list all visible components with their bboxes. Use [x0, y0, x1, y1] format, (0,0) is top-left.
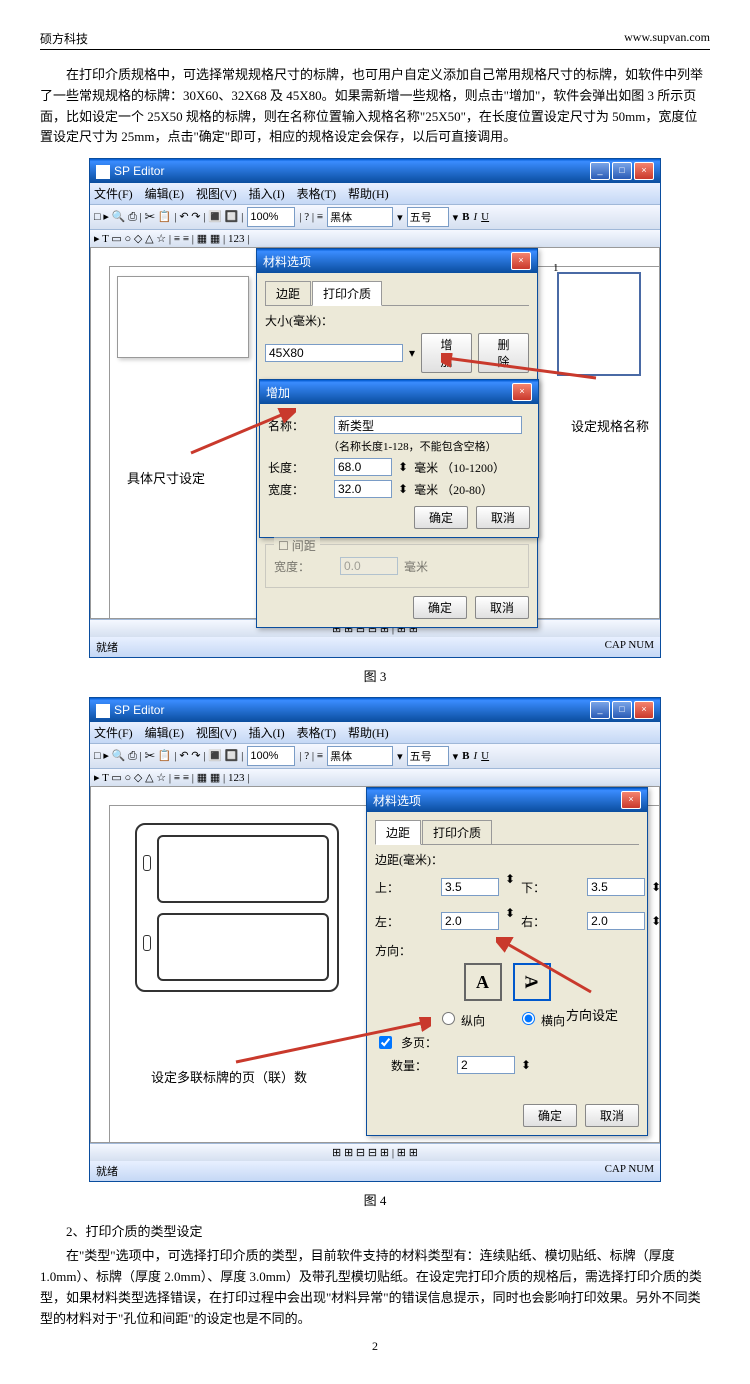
name-input[interactable] [334, 416, 522, 434]
toolbar-1: □ ▸ 🔍 ⎙ | ✂ 📋 | ↶ ↷ | 🔳 🔲 | | ? | ≡ ▾ ▾ … [90, 204, 660, 229]
fig4-caption: 图 4 [40, 1190, 710, 1209]
canvas-label [117, 276, 249, 358]
delete-button[interactable]: 删除 [478, 333, 529, 373]
margin-label: 边距(毫米)： [375, 851, 639, 868]
add-cancel-button[interactable]: 取消 [476, 506, 530, 529]
toolbar-2: ▸ T ▭ ○ ◇ △ ☆ | ≡ ≡ | ▦ ▦ | 123 | [90, 229, 660, 247]
canvas-area-2: 材料选项× 边距打印介质 边距(毫米)： 上： ⬍ 下： ⬍ 左： ⬍ 右： ⬍… [90, 786, 660, 1143]
ok-button[interactable]: 确定 [413, 596, 467, 619]
multi-checkbox[interactable] [379, 1036, 392, 1049]
font-input[interactable] [327, 207, 393, 227]
menu-insert[interactable]: 插入(I) [249, 185, 285, 202]
page-preview: 1 [557, 272, 641, 376]
menu-edit[interactable]: 编辑(E) [145, 185, 184, 202]
length-input[interactable] [334, 458, 392, 476]
cancel-button[interactable]: 取消 [475, 596, 529, 619]
paragraph-2: 在"类型"选项中，可选择打印介质的类型，目前软件支持的材料类型有：连续贴纸、模切… [40, 1246, 710, 1329]
fig3-caption: 图 3 [40, 666, 710, 685]
add-close-icon[interactable]: × [512, 383, 532, 401]
tab-margin[interactable]: 边距 [265, 281, 311, 305]
orient-landscape[interactable]: A [513, 963, 551, 1001]
width-input[interactable] [334, 480, 392, 498]
annot-dim: 具体尺寸设定 [127, 468, 205, 487]
paragraph-1: 在打印介质规格中，可选择常规规格尺寸的标牌，也可用户自定义添加自己常用规格尺寸的… [40, 65, 710, 148]
gap-input [340, 557, 398, 575]
dialog2-close-icon[interactable]: × [621, 791, 641, 809]
annot-name: 设定规格名称 [571, 416, 649, 435]
fontsize-input[interactable] [407, 207, 449, 227]
tab-media[interactable]: 打印介质 [312, 281, 382, 306]
app-window-2: SP Editor_□× 文件(F)编辑(E)视图(V)插入(I)表格(T)帮助… [89, 697, 661, 1182]
status-ready: 就绪 [96, 639, 118, 655]
section-2-title: 2、打印介质的类型设定 [40, 1221, 710, 1240]
tab-media-2[interactable]: 打印介质 [422, 820, 492, 844]
margin-left-input[interactable] [441, 912, 499, 930]
header-right: www.supvan.com [624, 30, 710, 47]
radio-landscape[interactable] [522, 1012, 535, 1025]
margin-bottom-input[interactable] [587, 878, 645, 896]
header-left: 硕方科技 [40, 30, 88, 47]
add-ok-button[interactable]: 确定 [414, 506, 468, 529]
close-icon-2[interactable]: × [634, 701, 654, 719]
size-select[interactable] [265, 344, 403, 362]
cancel-button-2[interactable]: 取消 [585, 1104, 639, 1127]
add-button[interactable]: 增加 [421, 333, 472, 373]
orient-portrait[interactable]: A [464, 963, 502, 1001]
material-dialog-2: 材料选项× 边距打印介质 边距(毫米)： 上： ⬍ 下： ⬍ 左： ⬍ 右： ⬍… [366, 787, 648, 1136]
dialog-close-icon[interactable]: × [511, 252, 531, 270]
page-number: 2 [40, 1339, 710, 1354]
tab-margin-2[interactable]: 边距 [375, 820, 421, 845]
orient-label: 方向： [375, 942, 639, 959]
annot-multi: 设定多联标牌的页（联）数 [151, 1067, 307, 1086]
menu-file[interactable]: 文件(F) [94, 185, 133, 202]
radio-portrait[interactable] [442, 1012, 455, 1025]
menu-view[interactable]: 视图(V) [196, 185, 237, 202]
margin-top-input[interactable] [441, 878, 499, 896]
zoom-input[interactable] [247, 207, 295, 227]
menu-table[interactable]: 表格(T) [297, 185, 336, 202]
minimize-icon[interactable]: _ [590, 162, 610, 180]
label-outer [135, 823, 339, 992]
minimize-icon-2[interactable]: _ [590, 701, 610, 719]
canvas-area: 1 材料选项× 边距打印介质 大小(毫米)： ▾ 增加删除 增加× 名称： （名… [90, 247, 660, 619]
margin-right-input[interactable] [587, 912, 645, 930]
menu-bar: 文件(F) 编辑(E) 视图(V) 插入(I) 表格(T) 帮助(H) [90, 183, 660, 204]
size-label: 大小(毫米)： [265, 312, 529, 329]
app-window-1: SP Editor_□× 文件(F)编辑(E)视图(V)插入(I)表格(T)帮助… [89, 158, 661, 658]
maximize-icon-2[interactable]: □ [612, 701, 632, 719]
material-dialog: 材料选项× 边距打印介质 大小(毫米)： ▾ 增加删除 增加× 名称： （名称长… [256, 248, 538, 628]
menu-help[interactable]: 帮助(H) [348, 185, 389, 202]
close-icon[interactable]: × [634, 162, 654, 180]
annot-orient: 方向设定 [566, 1005, 618, 1024]
name-hint: （名称长度1-128，不能包含空格） [328, 438, 530, 454]
add-dialog: 增加× 名称： （名称长度1-128，不能包含空格） 长度： ⬍ 毫米 （10-… [259, 379, 539, 538]
maximize-icon[interactable]: □ [612, 162, 632, 180]
qty-input[interactable] [457, 1056, 515, 1074]
ok-button-2[interactable]: 确定 [523, 1104, 577, 1127]
